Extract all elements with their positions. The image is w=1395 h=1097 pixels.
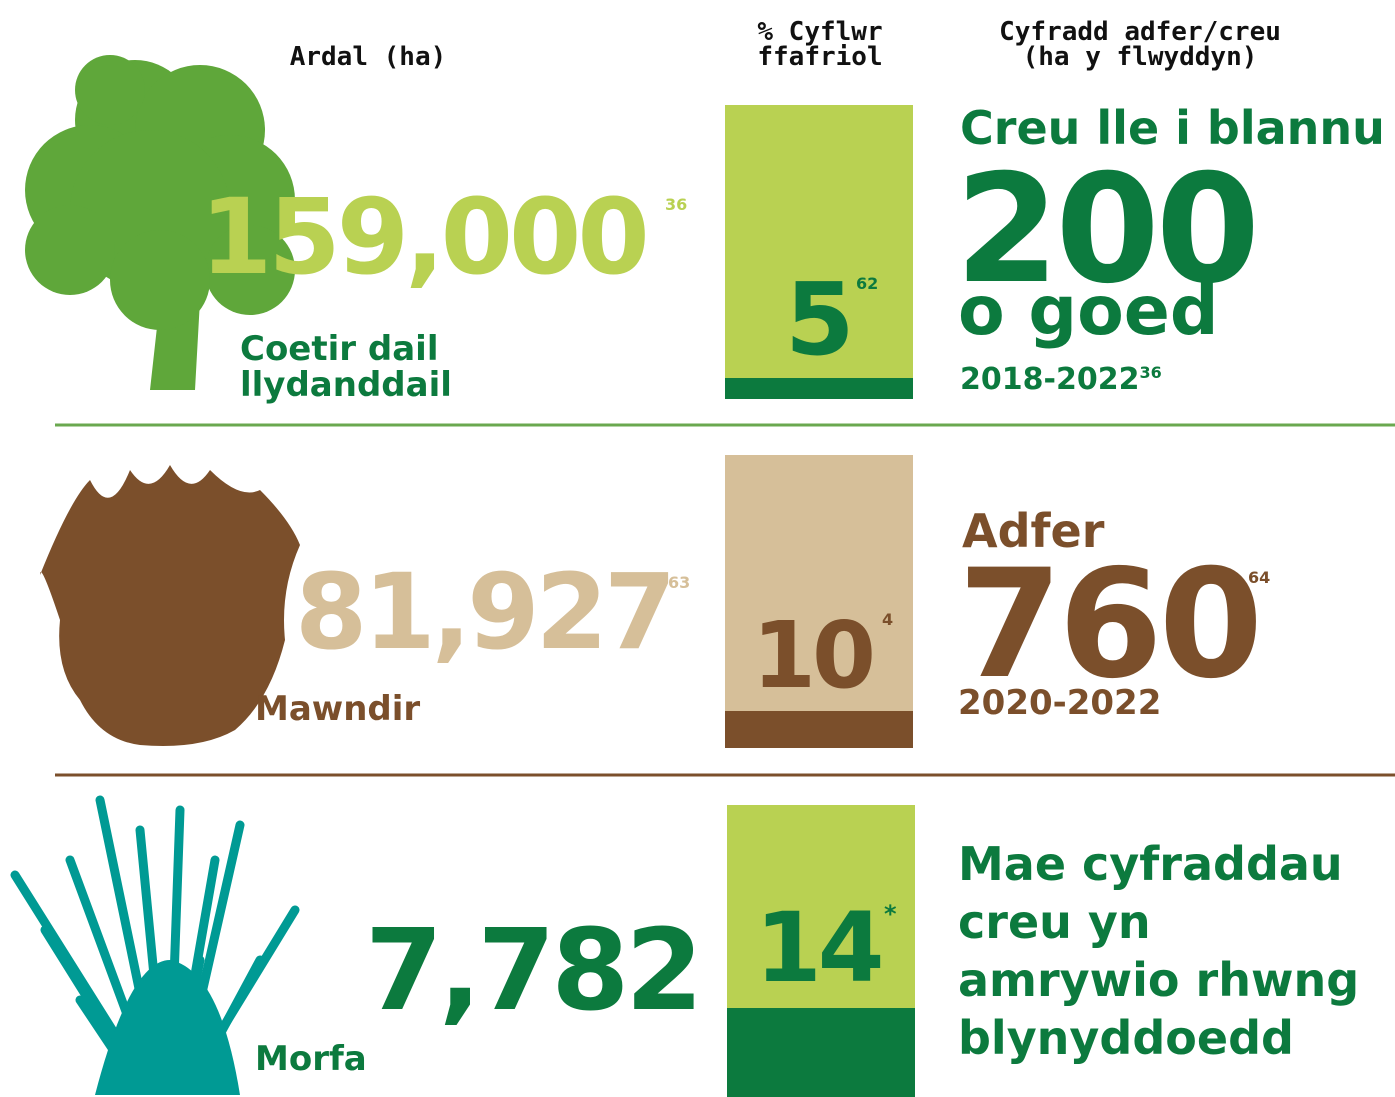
note-line: blynyddoedd [958,1011,1294,1065]
note-line: creu yn [958,895,1151,949]
header: Cyfradd adfer/creu (ha y flwyddyn) [980,17,1300,72]
heather [40,465,300,746]
reference: 36 [665,195,688,214]
bar-base [725,378,913,399]
habitat-label: Mawndir [255,689,421,729]
bar-box [725,105,913,399]
years-text: 2018-2022 [960,362,1140,397]
rate-intro: Adfer [962,504,1105,558]
years: 2018-202236 [960,365,1162,395]
favourable-value: 14 [755,892,885,1004]
bar-base [725,711,913,748]
habitat-label: Coetir dail llydanddail [240,329,452,405]
favourable-value: 10 [752,602,876,709]
bar-box [725,455,913,748]
reference: * [884,900,897,928]
header-line: Cyfradd adfer/creu [999,17,1281,47]
note: Mae cyfraddau creu yn amrywio rhwng blynydd… [958,835,1359,1067]
header: Ardal (ha) [289,42,447,72]
favourable-value: 5 [785,261,855,378]
reference: 63 [668,573,691,592]
area-value: 81,927 [295,551,676,673]
rate-value: 200 [955,143,1260,317]
bar-base [727,1008,915,1097]
rate-value: 760 [958,538,1263,712]
habitat-line: Coetir dail [240,329,439,369]
area-value: 7,782 [365,906,703,1036]
header-line: % Cyflwr [757,17,883,47]
tree [25,55,295,390]
area-value: 159,000 [200,176,650,298]
header-line: (ha y flwyddyn) [1022,41,1258,72]
note-line: Mae cyfraddau [958,837,1343,891]
reference: 64 [1248,568,1271,587]
header-line: ffafriol [757,41,883,72]
years: 2020-2022 [958,683,1162,723]
habitat-label: Morfa [255,1039,367,1079]
rate-intro: Creu lle i blannu [960,101,1385,155]
grass-base [95,960,240,1095]
rate-unit: o goed [958,272,1219,351]
reference: 4 [882,610,894,629]
note-line: amrywio rhwng [958,953,1360,1007]
habitat-line: llydanddail [240,364,452,405]
reference: 65 [668,932,691,951]
reference: 36 [1139,363,1162,382]
header: % Cyflwr ffafriol [720,17,920,72]
reference: 62 [856,274,879,293]
